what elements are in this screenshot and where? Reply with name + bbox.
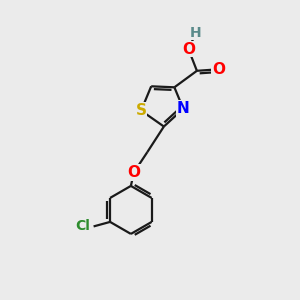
Text: H: H — [190, 26, 202, 40]
Text: Cl: Cl — [76, 219, 91, 233]
Text: N: N — [177, 101, 190, 116]
Text: O: O — [212, 62, 225, 77]
Text: S: S — [136, 103, 147, 118]
Text: O: O — [128, 165, 140, 180]
Text: O: O — [182, 42, 195, 57]
